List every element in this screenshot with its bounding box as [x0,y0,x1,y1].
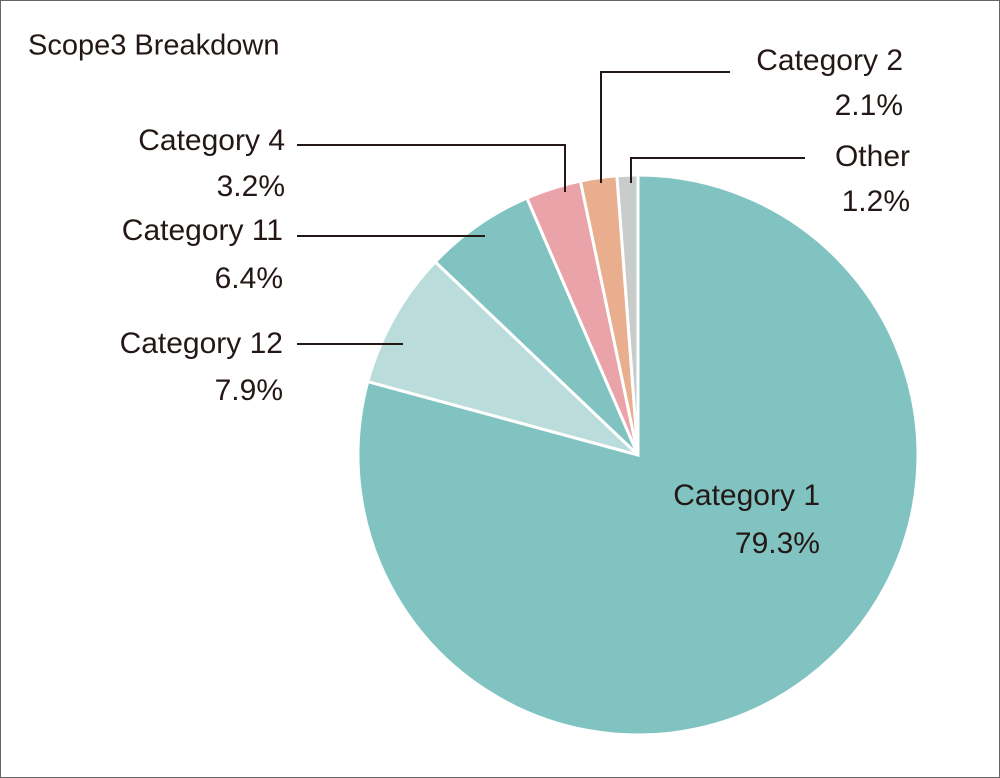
slice-label: Category 12 [120,327,283,360]
chart-title: Scope3 Breakdown [28,30,280,62]
value-label: 79.3% [735,527,820,560]
pie-slice [615,173,640,456]
value-label: 3.2% [217,170,285,203]
slice-label: Category 11 [122,214,283,247]
leader-line [297,144,566,192]
slice-label: Category 4 [138,124,285,157]
slice-label: Category 1 [673,479,820,512]
pie-slice [433,196,640,457]
value-label: 6.4% [215,262,283,295]
leader-line [600,71,730,183]
slice-label: Other [835,140,910,173]
leader-line [630,157,805,183]
pie-slice [365,259,640,457]
value-label: 1.2% [842,185,910,218]
value-label: 2.1% [835,89,903,122]
slice-label: Category 2 [756,44,903,77]
value-label: 7.9% [215,374,283,407]
